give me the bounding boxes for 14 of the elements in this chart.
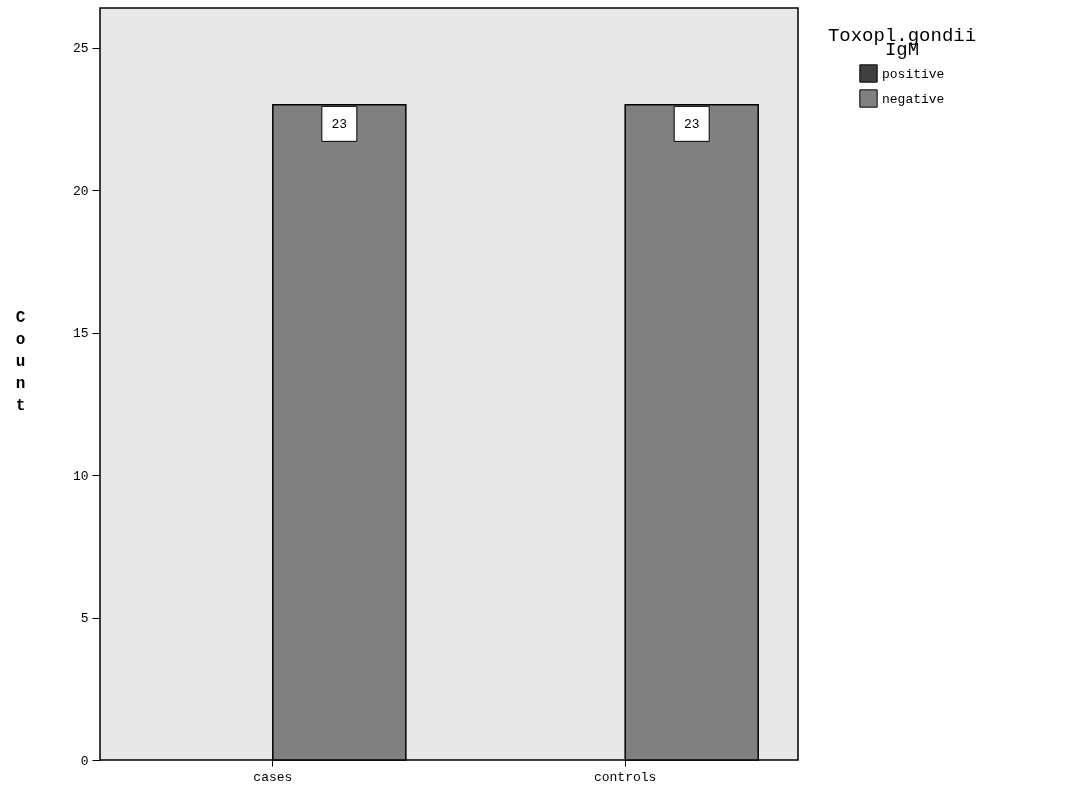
y-tick-label: 10 [72, 468, 89, 484]
y-tick-label: 0 [80, 753, 89, 769]
data-label: 23 [683, 116, 700, 132]
x-tick-label: controls [593, 769, 657, 785]
y-tick-label: 5 [80, 611, 89, 627]
data-label: 23 [331, 116, 348, 132]
y-tick-label: 20 [72, 183, 89, 199]
y-axis-title: Count [15, 308, 26, 415]
y-tick-label: 15 [72, 326, 89, 342]
legend-title: Toxopl.gondii IgM [827, 25, 977, 61]
x-tick-label: cases [253, 769, 293, 785]
legend-label: negative [882, 91, 945, 107]
legend-label: positive [882, 66, 945, 82]
y-tick-label: 25 [72, 41, 89, 57]
